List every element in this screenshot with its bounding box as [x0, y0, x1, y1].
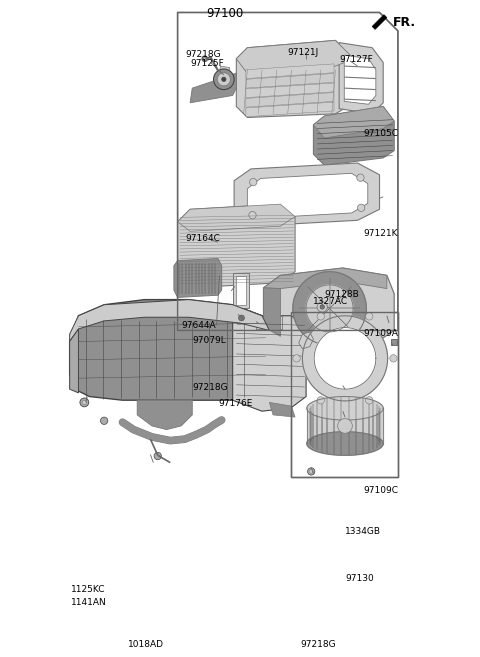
Text: 97121K: 97121K [363, 229, 398, 238]
Polygon shape [247, 173, 368, 218]
Polygon shape [236, 311, 253, 325]
Text: 97109A: 97109A [363, 329, 398, 338]
Text: 97128B: 97128B [324, 290, 359, 299]
Polygon shape [236, 40, 354, 74]
Polygon shape [330, 286, 351, 308]
Text: 97125F: 97125F [190, 58, 224, 68]
Text: 97164C: 97164C [185, 233, 220, 242]
Circle shape [293, 355, 300, 362]
Text: 1018AD: 1018AD [128, 641, 164, 649]
Polygon shape [236, 40, 354, 118]
Bar [391, 339, 397, 345]
Polygon shape [230, 63, 262, 79]
Text: 97100: 97100 [207, 7, 244, 20]
Polygon shape [372, 14, 387, 30]
Text: 97130: 97130 [345, 574, 374, 583]
Circle shape [317, 313, 324, 320]
Polygon shape [70, 300, 269, 342]
Circle shape [317, 302, 327, 312]
Polygon shape [174, 258, 222, 298]
Circle shape [317, 397, 324, 404]
Circle shape [310, 470, 313, 473]
Polygon shape [137, 400, 192, 430]
Circle shape [308, 468, 315, 475]
Polygon shape [339, 43, 383, 114]
Text: 1141AN: 1141AN [71, 599, 107, 608]
Polygon shape [299, 319, 394, 378]
Circle shape [337, 419, 352, 433]
Polygon shape [313, 106, 394, 138]
Polygon shape [246, 74, 334, 88]
Circle shape [217, 73, 230, 86]
Polygon shape [178, 12, 398, 330]
Polygon shape [233, 305, 306, 411]
Text: 97079L: 97079L [192, 336, 226, 346]
Circle shape [249, 212, 256, 219]
Text: 97218G: 97218G [185, 50, 220, 59]
Polygon shape [314, 327, 376, 389]
Polygon shape [264, 288, 280, 336]
Polygon shape [307, 408, 383, 443]
Text: 97127F: 97127F [339, 55, 373, 64]
Text: 97218G: 97218G [192, 383, 228, 392]
Polygon shape [246, 83, 334, 98]
Polygon shape [307, 432, 383, 455]
Polygon shape [269, 402, 295, 417]
Circle shape [100, 417, 108, 424]
Polygon shape [264, 268, 387, 288]
Bar [291, 312, 398, 477]
Text: 1125KC: 1125KC [71, 585, 106, 594]
Bar [256, 316, 282, 329]
Polygon shape [220, 66, 230, 72]
Polygon shape [246, 64, 334, 79]
Polygon shape [344, 55, 376, 104]
Polygon shape [299, 332, 313, 349]
Bar [291, 312, 398, 477]
Polygon shape [308, 286, 330, 308]
Polygon shape [264, 268, 394, 342]
Polygon shape [307, 397, 383, 420]
Text: 97109C: 97109C [363, 486, 398, 495]
Polygon shape [246, 93, 334, 107]
Circle shape [154, 452, 161, 460]
Polygon shape [293, 272, 366, 345]
Bar [236, 276, 246, 306]
Bar [233, 273, 249, 308]
Polygon shape [234, 163, 380, 226]
Polygon shape [178, 204, 295, 288]
Polygon shape [313, 106, 394, 165]
Circle shape [239, 315, 244, 321]
Polygon shape [330, 308, 351, 330]
Circle shape [222, 77, 226, 81]
Text: 1334GB: 1334GB [345, 526, 381, 535]
Text: 97105C: 97105C [363, 129, 398, 137]
Circle shape [80, 398, 89, 407]
Circle shape [390, 355, 397, 362]
Polygon shape [302, 316, 387, 401]
Circle shape [214, 69, 234, 89]
Polygon shape [70, 329, 78, 393]
Polygon shape [246, 102, 334, 117]
Circle shape [82, 400, 86, 405]
Circle shape [320, 305, 324, 309]
Text: 97644A: 97644A [181, 321, 216, 330]
Polygon shape [178, 204, 295, 231]
Text: 97218G: 97218G [300, 641, 336, 649]
Text: 97121J: 97121J [288, 48, 319, 57]
Polygon shape [306, 285, 353, 332]
Circle shape [202, 56, 208, 62]
Circle shape [358, 204, 365, 212]
Text: 1327AC: 1327AC [313, 298, 348, 306]
Polygon shape [190, 74, 236, 102]
Circle shape [250, 179, 257, 186]
Polygon shape [70, 300, 269, 400]
Circle shape [366, 397, 373, 404]
Circle shape [357, 174, 364, 181]
Text: 97176E: 97176E [218, 399, 252, 408]
Circle shape [366, 313, 373, 320]
Polygon shape [308, 308, 330, 330]
Text: FR.: FR. [393, 16, 416, 29]
Circle shape [204, 57, 206, 60]
